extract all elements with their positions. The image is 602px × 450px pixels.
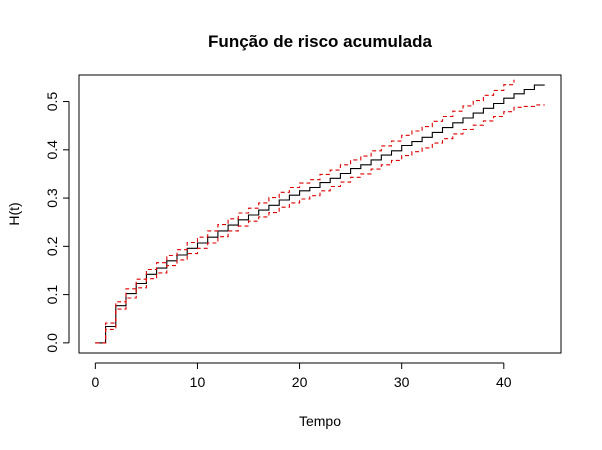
chart-title: Função de risco acumulada <box>208 32 432 51</box>
series-lower-ci-line <box>95 104 545 344</box>
x-tick-label: 10 <box>190 374 206 390</box>
y-tick-label: 0.1 <box>44 285 60 305</box>
y-axis: 0.0 0.1 0.2 0.3 0.4 0.5 <box>44 92 70 353</box>
series-layer <box>95 79 545 344</box>
series-estimate-line <box>95 84 545 344</box>
x-tick-label: 0 <box>91 374 99 390</box>
y-tick-label: 0.0 <box>44 333 60 353</box>
y-tick-label: 0.5 <box>44 92 60 112</box>
y-tick-label: 0.4 <box>44 140 60 160</box>
x-tick-label: 30 <box>394 374 410 390</box>
x-tick-label: 40 <box>496 374 512 390</box>
y-axis-label: H(t) <box>6 202 22 225</box>
y-tick-label: 0.2 <box>44 236 60 256</box>
x-tick-label: 20 <box>292 374 308 390</box>
y-tick-label: 0.3 <box>44 188 60 208</box>
series-upper-ci-line <box>95 79 515 344</box>
x-axis: 0 10 20 30 40 <box>91 362 512 390</box>
plot-frame <box>78 74 562 354</box>
x-axis-label: Tempo <box>299 413 341 429</box>
